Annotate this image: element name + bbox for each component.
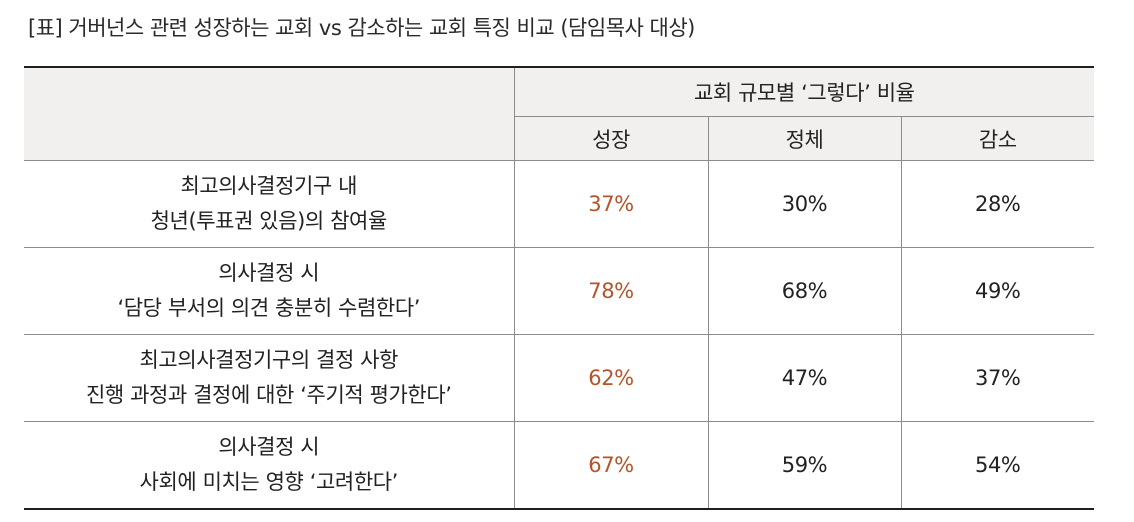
value-stagnant: 47% [707,334,901,422]
header-group-label: 교회 규모별 ‘그렇다’ 비율 [514,66,1095,117]
table-body: 최고의사결정기구 내 청년(투표권 있음)의 참여율 37% 30% 28% 의… [24,160,1095,510]
column-header-growth: 성장 [514,116,708,161]
column-header-stagnant: 정체 [707,116,901,161]
comparison-table: 교회 규모별 ‘그렇다’ 비율 성장 정체 감소 최고의사결정기구 내 청년(투… [24,66,1095,510]
value-stagnant: 30% [707,160,901,248]
row-label-line: ‘담당 부서의 의견 충분히 수렴한다’ [117,296,421,320]
row-label-line: 진행 과정과 결정에 대한 ‘주기적 평가한다’ [85,383,452,407]
column-header-decline: 감소 [900,116,1095,161]
table-header: 교회 규모별 ‘그렇다’ 비율 성장 정체 감소 [24,66,1095,161]
value-stagnant: 59% [707,421,901,510]
row-label: 최고의사결정기구 내 청년(투표권 있음)의 참여율 [24,160,515,248]
value-decline: 28% [900,160,1095,248]
table-row: 의사결정 시 ‘담당 부서의 의견 충분히 수렴한다’ 78% 68% 49% [24,247,1095,335]
row-label-line: 최고의사결정기구 내 [180,174,358,198]
header-blank-cell [24,66,515,161]
row-label: 최고의사결정기구의 결정 사항 진행 과정과 결정에 대한 ‘주기적 평가한다’ [24,334,515,422]
table-row: 최고의사결정기구 내 청년(투표권 있음)의 참여율 37% 30% 28% [24,160,1095,248]
table-row: 의사결정 시 사회에 미치는 영향 ‘고려한다’ 67% 59% 54% [24,421,1095,510]
table-title: [표] 거버넌스 관련 성장하는 교회 vs 감소하는 교회 특징 비교 (담임… [28,16,695,40]
row-label-line: 청년(투표권 있음)의 참여율 [150,209,388,233]
row-label-line: 최고의사결정기구의 결정 사항 [139,348,398,372]
value-decline: 54% [900,421,1095,510]
value-growth: 62% [514,334,708,422]
row-label: 의사결정 시 사회에 미치는 영향 ‘고려한다’ [24,421,515,510]
row-label: 의사결정 시 ‘담당 부서의 의견 충분히 수렴한다’ [24,247,515,335]
value-decline: 37% [900,334,1095,422]
value-growth: 67% [514,421,708,510]
row-label-line: 사회에 미치는 영향 ‘고려한다’ [139,470,399,494]
value-growth: 37% [514,160,708,248]
value-growth: 78% [514,247,708,335]
row-label-line: 의사결정 시 [218,435,320,459]
table-row: 최고의사결정기구의 결정 사항 진행 과정과 결정에 대한 ‘주기적 평가한다’… [24,334,1095,422]
row-label-line: 의사결정 시 [218,261,320,285]
value-decline: 49% [900,247,1095,335]
value-stagnant: 68% [707,247,901,335]
